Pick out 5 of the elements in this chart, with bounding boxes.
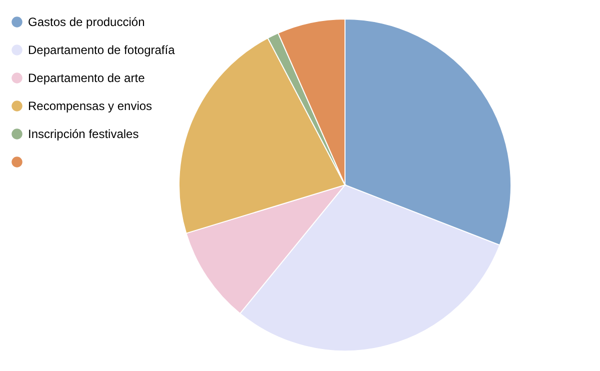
legend-label: Recompensas y envios: [28, 99, 152, 113]
legend-label: Gastos de producción: [28, 15, 145, 29]
legend-label: Departamento de fotografía: [28, 43, 176, 57]
legend-label: Departamento de arte: [28, 71, 146, 85]
legend-label: Inscripción festivales: [28, 127, 139, 141]
